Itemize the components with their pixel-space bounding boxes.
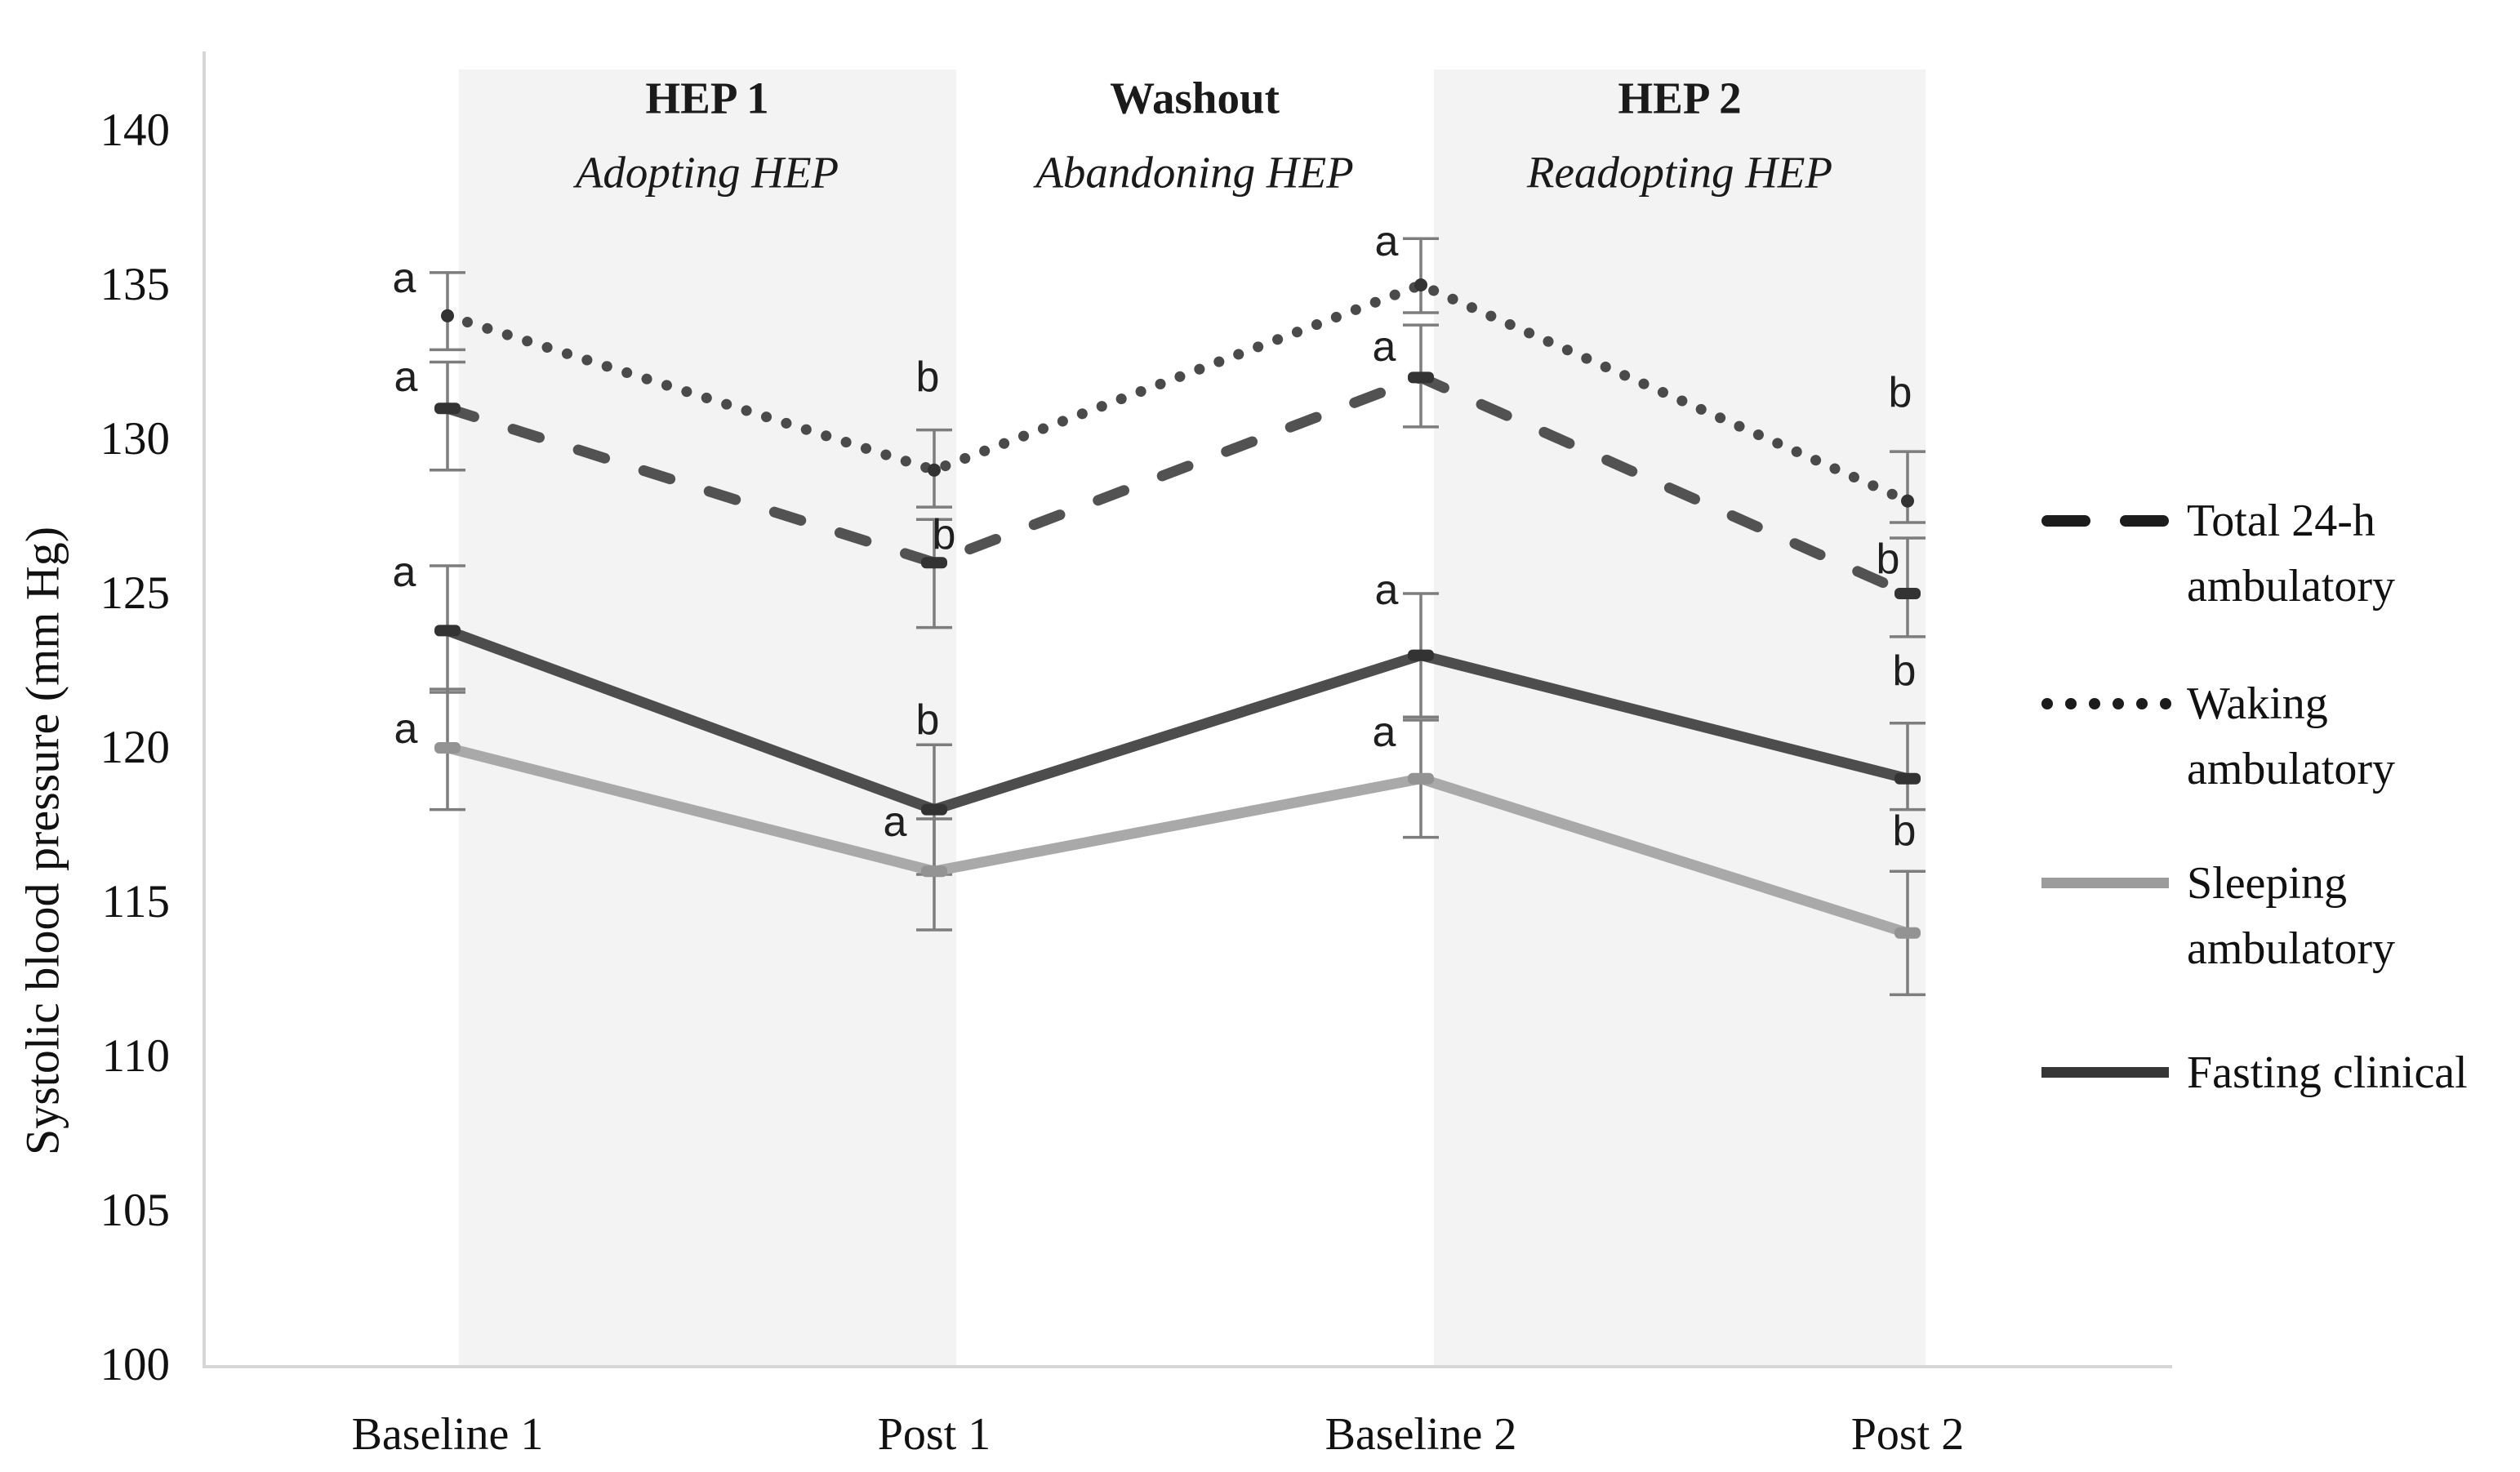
dark-line-icon (2041, 1067, 2169, 1078)
phase-title-hep2: HEP 2 (1618, 73, 1742, 123)
phase-subtitle-hep1: Adopting HEP (575, 147, 839, 198)
data-point-marker (921, 557, 947, 569)
phase-subtitle-washout: Abandoning HEP (1035, 147, 1354, 198)
data-point-marker (1894, 588, 1921, 599)
gray-line-icon (2041, 878, 2169, 888)
series-line-total-24-h-ambulatory (442, 371, 1913, 599)
significance-letter: a (883, 798, 907, 846)
y-tick-label: 115 (101, 876, 170, 927)
significance-letter: b (915, 354, 940, 402)
legend-item-waking: Waking ambulatory (2041, 671, 2395, 802)
y-tick-label: 130 (100, 413, 171, 465)
y-tick-label: 140 (100, 105, 171, 156)
data-point-marker (928, 463, 941, 477)
data-point-marker (434, 625, 461, 637)
data-point-marker (921, 803, 947, 816)
significance-letter: b (1888, 369, 1912, 417)
significance-letter: a (394, 705, 418, 754)
phase-title-washout: Washout (1110, 73, 1280, 123)
significance-letter: a (392, 255, 416, 303)
significance-letter: a (1374, 567, 1399, 615)
y-axis-line (203, 51, 206, 1368)
legend-item-sleeping: Sleeping ambulatory (2041, 851, 2395, 981)
data-point-marker (441, 309, 454, 322)
y-tick-label: 100 (100, 1339, 171, 1390)
data-point-marker (1408, 649, 1434, 661)
significance-letter: a (392, 548, 416, 596)
significance-letter: b (932, 511, 956, 559)
y-tick-label: 125 (100, 567, 171, 619)
significance-letter: b (915, 696, 940, 744)
x-category-label: Baseline 1 (351, 1409, 544, 1460)
x-category-label: Baseline 2 (1325, 1409, 1517, 1460)
legend-label: Fasting clinical (2187, 1047, 2468, 1098)
data-point-marker (434, 742, 461, 754)
legend-label: Waking ambulatory (2187, 678, 2396, 794)
x-axis-line (203, 1365, 2172, 1368)
significance-letter: b (1892, 647, 1917, 695)
x-category-label: Post 1 (877, 1409, 991, 1460)
data-point-marker (1408, 772, 1434, 785)
dashed-line-icon (2041, 515, 2169, 527)
phase-subtitle-hep2: Readopting HEP (1526, 147, 1833, 198)
significance-letter: a (1372, 322, 1396, 371)
data-point-marker (1894, 927, 1921, 939)
y-tick-label: 110 (101, 1030, 170, 1082)
significance-letter: a (1372, 709, 1396, 757)
data-point-marker (1901, 494, 1914, 508)
legend-label: Total 24-h ambulatory (2187, 496, 2396, 611)
legend-item-fasting: Fasting clinical (2041, 1040, 2468, 1105)
data-point-marker (434, 402, 461, 415)
significance-letter: a (394, 354, 418, 402)
dotted-line-icon (2041, 698, 2171, 709)
x-category-label: Post 2 (1850, 1409, 1965, 1460)
y-tick-label: 135 (100, 259, 171, 310)
data-point-marker (921, 865, 947, 878)
legend-label: Sleeping ambulatory (2187, 858, 2396, 974)
y-tick-label: 105 (100, 1185, 171, 1236)
legend-item-total-24h: Total 24-h ambulatory (2041, 488, 2395, 619)
significance-letter: b (1876, 536, 1900, 584)
data-point-marker (1408, 371, 1434, 384)
series-line-waking-ambulatory (442, 278, 1913, 507)
y-tick-label: 120 (100, 722, 171, 773)
series-line-sleeping-ambulatory (446, 742, 1909, 938)
data-point-marker (1414, 278, 1427, 291)
phase-title-hep1: HEP 1 (645, 73, 769, 123)
series-line-fasting-clinical (445, 625, 1909, 816)
significance-letter: a (1374, 218, 1399, 266)
phase-shading-band (459, 69, 956, 1367)
data-point-marker (1894, 772, 1921, 785)
significance-letter: b (1892, 807, 1917, 856)
